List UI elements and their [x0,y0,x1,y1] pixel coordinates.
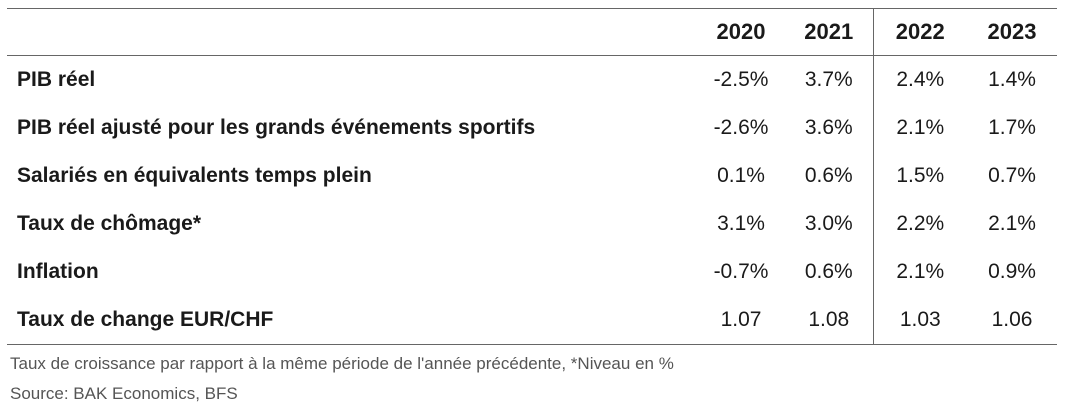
cell-value: 2.1% [988,212,1036,235]
cell-value: 1.07 [720,308,762,331]
cell-value: 3.0% [804,212,853,235]
cell-value: 1.5% [872,152,967,200]
table-row: PIB réel -2.5% 3.7% 2.4% 1.4% [7,55,1057,104]
cell-value: 2.4% [872,55,967,104]
table-row: Salariés en équivalents temps plein 0.1%… [7,152,1057,200]
table-row: Taux de change EUR/CHF 1.07 1.08 1.03 1.… [7,296,1057,345]
source-note: Source: BAK Economics, BFS [10,384,238,403]
row-label: Inflation [17,260,99,283]
header-year-2022: 2022 [872,8,967,56]
footnote: Taux de croissance par rapport à la même… [10,354,674,373]
cell-value: 1.08 [808,308,850,331]
table-header-row: 2020 2021 2022 2023 [7,8,1057,56]
row-label: PIB réel [17,68,96,91]
cell-value: 2.2% [872,200,967,248]
table-row: Taux de chômage* 3.1% 3.0% 2.2% 2.1% [7,200,1057,248]
header-year-2021: 2021 [804,19,854,44]
cell-value: 0.6% [804,260,853,283]
forecast-table-container: 2020 2021 2022 2023 PIB réel -2.5% 3.7% … [7,8,1057,345]
table-row: PIB réel ajusté pour les grands événemen… [7,104,1057,152]
cell-value: -0.7% [713,260,769,283]
cell-value: 1.4% [988,68,1036,91]
cell-value: 3.1% [717,212,765,235]
forecast-table: 2020 2021 2022 2023 PIB réel -2.5% 3.7% … [7,8,1057,345]
row-label: Salariés en équivalents temps plein [17,164,372,187]
row-label: Taux de change EUR/CHF [17,308,274,331]
table-notes: Taux de croissance par rapport à la même… [10,349,674,409]
cell-value: 3.7% [804,68,853,91]
row-label: Taux de chômage* [17,212,201,235]
cell-value: 0.1% [717,164,765,187]
cell-value: 0.7% [988,164,1036,187]
cell-value: 0.6% [804,164,853,187]
header-year-2020: 2020 [716,19,766,44]
cell-value: 1.06 [991,308,1033,331]
cell-value: 2.1% [872,104,967,152]
cell-value: 1.03 [872,296,967,345]
header-year-2023: 2023 [987,19,1037,44]
cell-value: 3.6% [804,116,853,139]
row-label: PIB réel ajusté pour les grands événemen… [17,116,536,139]
cell-value: -2.5% [713,68,769,91]
cell-value: 0.9% [988,260,1036,283]
header-label-cell [7,9,697,56]
cell-value: 1.7% [988,116,1036,139]
cell-value: 2.1% [872,248,967,296]
table-row: Inflation -0.7% 0.6% 2.1% 0.9% [7,248,1057,296]
cell-value: -2.6% [713,116,769,139]
